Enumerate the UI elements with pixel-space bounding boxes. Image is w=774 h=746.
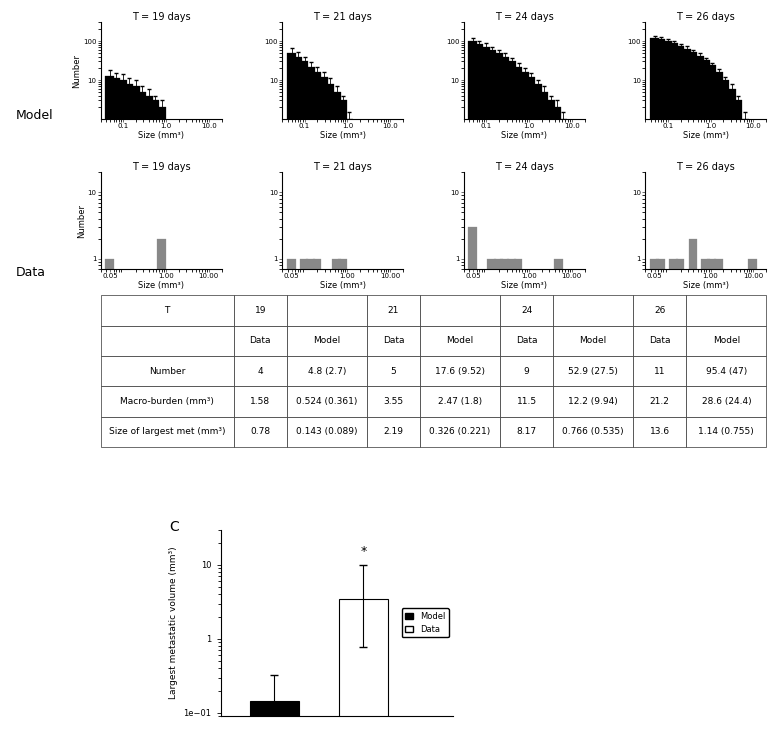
- Bar: [332, 259, 341, 746]
- Bar: [494, 259, 503, 746]
- Bar: [118, 80, 127, 746]
- X-axis label: Size (mm³): Size (mm³): [138, 131, 184, 140]
- Bar: [313, 72, 321, 746]
- Title: T = 24 days: T = 24 days: [495, 12, 553, 22]
- Bar: [500, 57, 509, 746]
- Title: T = 26 days: T = 26 days: [676, 162, 735, 172]
- Bar: [663, 41, 672, 746]
- Bar: [656, 259, 665, 746]
- Bar: [714, 72, 723, 746]
- Bar: [676, 46, 684, 746]
- Bar: [728, 89, 736, 746]
- Bar: [734, 101, 742, 746]
- Text: C: C: [170, 521, 180, 534]
- Bar: [293, 57, 302, 746]
- Bar: [689, 52, 697, 746]
- Text: *: *: [361, 545, 367, 559]
- Bar: [707, 65, 716, 746]
- Title: T = 24 days: T = 24 days: [495, 162, 553, 172]
- Bar: [546, 101, 554, 746]
- Bar: [131, 86, 140, 746]
- Bar: [111, 78, 120, 746]
- Bar: [306, 66, 315, 746]
- Bar: [344, 119, 353, 746]
- Bar: [105, 75, 114, 746]
- Bar: [520, 72, 529, 746]
- Bar: [656, 40, 665, 746]
- Bar: [494, 53, 503, 746]
- Bar: [488, 259, 496, 746]
- X-axis label: Size (mm³): Size (mm³): [320, 280, 365, 289]
- Bar: [313, 259, 321, 746]
- Bar: [701, 60, 711, 746]
- Bar: [695, 56, 704, 746]
- Bar: [669, 43, 678, 746]
- Bar: [306, 259, 315, 746]
- Bar: [488, 50, 496, 746]
- Bar: [514, 259, 522, 746]
- Bar: [338, 101, 348, 746]
- Bar: [558, 119, 567, 746]
- Bar: [682, 48, 690, 746]
- Bar: [507, 259, 515, 746]
- X-axis label: Size (mm³): Size (mm³): [502, 280, 547, 289]
- Bar: [332, 92, 341, 746]
- Bar: [157, 239, 166, 746]
- Bar: [474, 44, 483, 746]
- Bar: [552, 107, 561, 746]
- Bar: [507, 61, 515, 746]
- Bar: [514, 66, 522, 746]
- Bar: [319, 77, 327, 746]
- Bar: [721, 80, 729, 746]
- Text: Model: Model: [15, 109, 53, 122]
- Bar: [157, 107, 166, 746]
- Y-axis label: Number: Number: [77, 204, 86, 238]
- Bar: [748, 259, 757, 746]
- X-axis label: Size (mm³): Size (mm³): [683, 131, 729, 140]
- Title: T = 21 days: T = 21 days: [313, 162, 372, 172]
- Bar: [650, 259, 659, 746]
- Bar: [669, 259, 678, 746]
- Title: T = 19 days: T = 19 days: [132, 12, 190, 22]
- Bar: [676, 259, 684, 746]
- Bar: [105, 259, 114, 746]
- Title: T = 19 days: T = 19 days: [132, 162, 190, 172]
- Bar: [300, 61, 309, 746]
- Bar: [481, 46, 490, 746]
- X-axis label: Size (mm³): Size (mm³): [138, 280, 184, 289]
- Bar: [150, 101, 159, 746]
- Legend: Model, Data: Model, Data: [402, 609, 449, 637]
- Bar: [338, 259, 348, 746]
- Bar: [286, 53, 296, 746]
- Bar: [714, 259, 723, 746]
- Bar: [249, 701, 299, 746]
- Bar: [325, 84, 334, 746]
- Bar: [144, 95, 152, 746]
- Bar: [707, 259, 716, 746]
- Y-axis label: Number: Number: [73, 54, 81, 88]
- Bar: [286, 259, 296, 746]
- Bar: [689, 239, 697, 746]
- Bar: [533, 84, 542, 746]
- X-axis label: Size (mm³): Size (mm³): [683, 280, 729, 289]
- Text: Data: Data: [15, 266, 46, 279]
- Bar: [650, 38, 659, 746]
- Title: T = 26 days: T = 26 days: [676, 12, 735, 22]
- Bar: [339, 598, 388, 746]
- Bar: [740, 119, 748, 746]
- Bar: [526, 77, 535, 746]
- Bar: [468, 41, 477, 746]
- X-axis label: Size (mm³): Size (mm³): [502, 131, 547, 140]
- Bar: [500, 259, 509, 746]
- Y-axis label: Largest metastatic volume (mm³): Largest metastatic volume (mm³): [169, 547, 178, 699]
- Bar: [701, 259, 711, 746]
- Title: T = 21 days: T = 21 days: [313, 12, 372, 22]
- Bar: [539, 92, 547, 746]
- X-axis label: Size (mm³): Size (mm³): [320, 131, 365, 140]
- Bar: [554, 259, 563, 746]
- Bar: [468, 227, 477, 746]
- Bar: [137, 92, 146, 746]
- Bar: [300, 259, 309, 746]
- Bar: [125, 84, 133, 746]
